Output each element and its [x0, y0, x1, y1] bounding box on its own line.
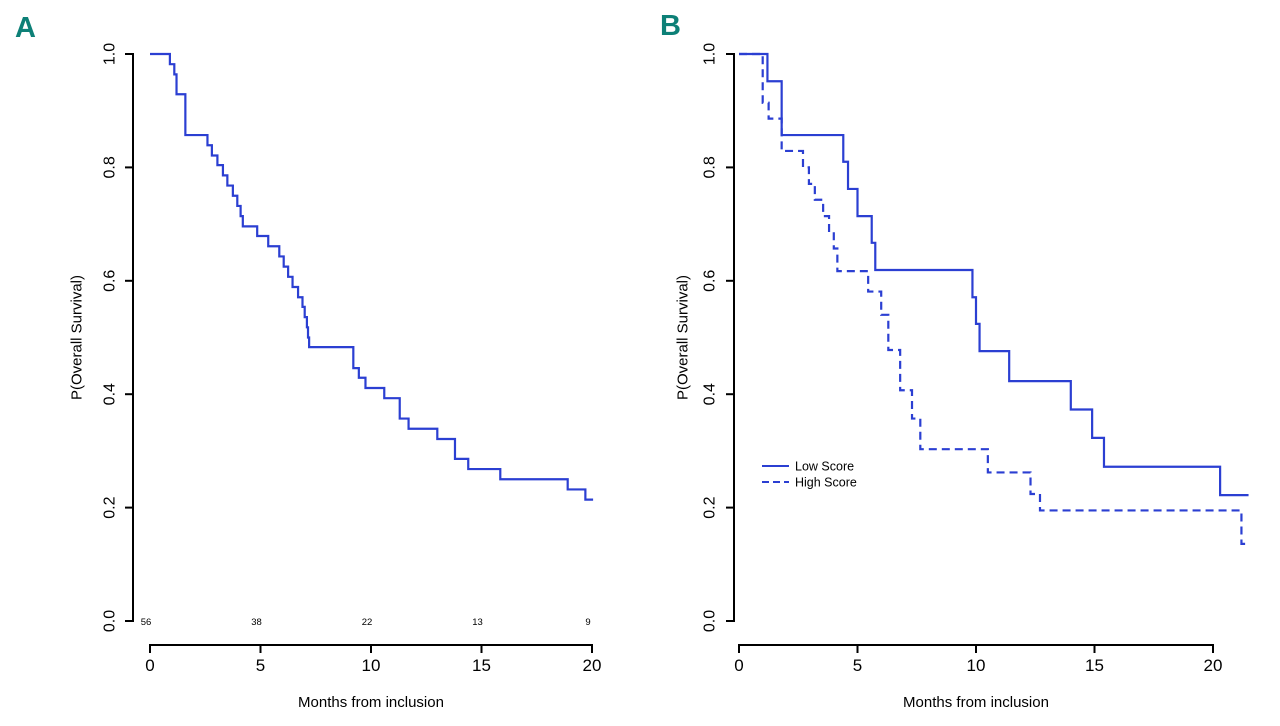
x-tick-label-b: 10	[967, 656, 986, 675]
x-tick-label-b: 0	[734, 656, 743, 675]
number-at-risk: 22	[362, 617, 373, 628]
x-axis-title-b: Months from inclusion	[903, 694, 1049, 711]
y-tick-label-a: 0.6	[102, 270, 119, 292]
y-axis-title-b: P(Overall Survival)	[674, 275, 691, 400]
y-tick-label-a: 0.0	[102, 610, 119, 632]
x-tick-label-a: 20	[583, 656, 602, 675]
x-tick-label-a: 15	[472, 656, 491, 675]
y-tick-label-b: 0.6	[702, 270, 719, 292]
x-axis-title-a: Months from inclusion	[298, 694, 444, 711]
legend-label-high-score: High Score	[795, 476, 857, 490]
x-tick-label-a: 5	[256, 656, 265, 675]
x-tick-label-b: 5	[853, 656, 862, 675]
x-tick-label-a: 0	[145, 656, 154, 675]
y-tick-label-b: 1.0	[702, 43, 719, 65]
y-tick-label-a: 0.2	[102, 496, 119, 518]
y-tick-label-a: 0.8	[102, 156, 119, 178]
number-at-risk: 9	[585, 617, 590, 628]
x-tick-label-b: 20	[1204, 656, 1223, 675]
y-tick-label-a: 1.0	[102, 43, 119, 65]
panel-label-a: A	[15, 12, 36, 44]
km-curve-high-score	[739, 52, 1247, 545]
x-tick-label-b: 15	[1085, 656, 1104, 675]
y-tick-label-a: 0.4	[102, 383, 119, 405]
legend-label-low-score: Low Score	[795, 460, 854, 474]
x-tick-label-a: 10	[362, 656, 381, 675]
y-axis-title-a: P(Overall Survival)	[68, 275, 85, 400]
km-curve-panel-a	[150, 52, 594, 501]
km-curve-low-score	[739, 52, 1249, 497]
number-at-risk: 38	[251, 617, 262, 628]
panel-label-b: B	[660, 10, 681, 42]
y-tick-label-b: 0.4	[702, 383, 719, 405]
y-tick-label-b: 0.2	[702, 496, 719, 518]
y-tick-label-b: 0.8	[702, 156, 719, 178]
number-at-risk: 13	[472, 617, 483, 628]
number-at-risk: 56	[141, 617, 152, 628]
y-tick-label-b: 0.0	[702, 610, 719, 632]
